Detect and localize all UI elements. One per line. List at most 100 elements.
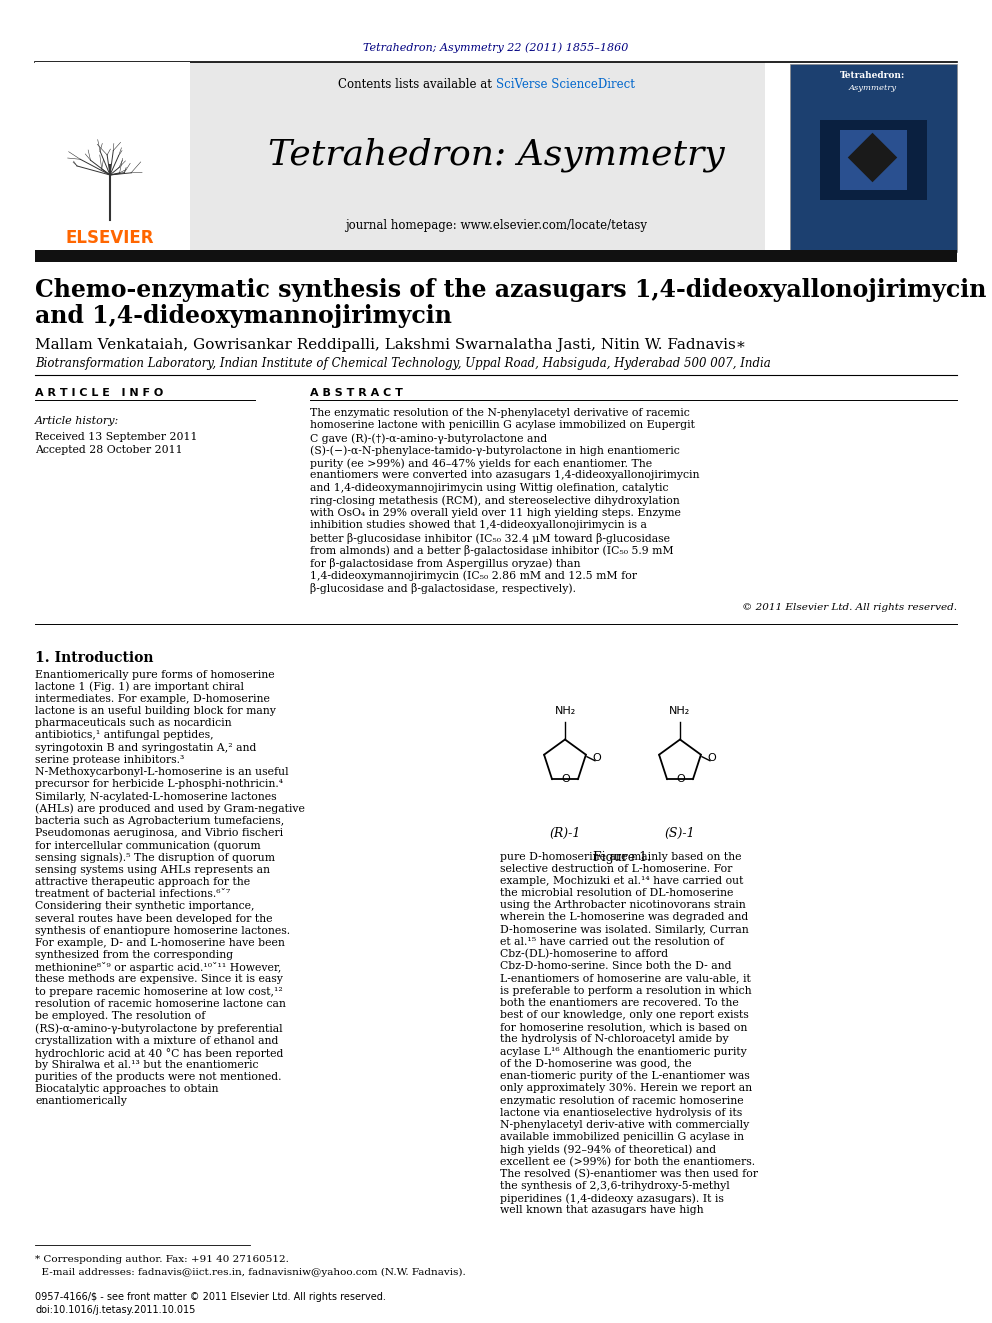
Text: by Shiralwa et al.¹³ but the enantiomeric: by Shiralwa et al.¹³ but the enantiomeri…: [35, 1060, 259, 1070]
Bar: [848, 132, 897, 183]
Text: only approximately 30%. Herein we report an: only approximately 30%. Herein we report…: [500, 1084, 752, 1093]
Text: Figure 1.: Figure 1.: [593, 852, 651, 864]
Text: antibiotics,¹ antifungal peptides,: antibiotics,¹ antifungal peptides,: [35, 730, 213, 741]
Text: Cbz-D-homo-serine. Since both the D- and: Cbz-D-homo-serine. Since both the D- and: [500, 962, 731, 971]
Text: to prepare racemic homoserine at low cost,¹²: to prepare racemic homoserine at low cos…: [35, 987, 283, 996]
Text: Article history:: Article history:: [35, 415, 119, 426]
Text: O: O: [707, 753, 715, 762]
Text: journal homepage: www.elsevier.com/locate/tetasy: journal homepage: www.elsevier.com/locat…: [345, 218, 647, 232]
Text: D-homoserine was isolated. Similarly, Curran: D-homoserine was isolated. Similarly, Cu…: [500, 925, 749, 935]
Text: C gave (R)-(†)-α-amino-γ-butyrolactone and: C gave (R)-(†)-α-amino-γ-butyrolactone a…: [310, 433, 548, 443]
Text: E-mail addresses: fadnavis@iict.res.in, fadnavisniw@yahoo.com (N.W. Fadnavis).: E-mail addresses: fadnavis@iict.res.in, …: [35, 1267, 466, 1277]
Text: SciVerse ScienceDirect: SciVerse ScienceDirect: [496, 78, 635, 90]
Text: high yields (92–94% of theoretical) and: high yields (92–94% of theoretical) and: [500, 1144, 716, 1155]
Text: several routes have been developed for the: several routes have been developed for t…: [35, 913, 273, 923]
Text: Biotransformation Laboratory, Indian Institute of Chemical Technology, Uppal Roa: Biotransformation Laboratory, Indian Ins…: [35, 356, 771, 369]
Text: pure D-homoserine are mainly based on the: pure D-homoserine are mainly based on th…: [500, 852, 741, 861]
Text: Considering their synthetic importance,: Considering their synthetic importance,: [35, 901, 255, 912]
Text: O: O: [677, 774, 684, 785]
Text: Contents lists available at: Contents lists available at: [338, 78, 496, 90]
Text: * Corresponding author. Fax: +91 40 27160512.: * Corresponding author. Fax: +91 40 2716…: [35, 1256, 289, 1263]
Text: the hydrolysis of N-chloroacetyl amide by: the hydrolysis of N-chloroacetyl amide b…: [500, 1035, 729, 1044]
Text: O: O: [561, 774, 570, 785]
Text: N-phenylacetyl deriv-ative with commercially: N-phenylacetyl deriv-ative with commerci…: [500, 1119, 749, 1130]
Text: acylase L¹⁶ Although the enantiomeric purity: acylase L¹⁶ Although the enantiomeric pu…: [500, 1046, 747, 1057]
Bar: [35, 62, 190, 250]
Text: Similarly, N-acylated-L-homoserine lactones: Similarly, N-acylated-L-homoserine lacto…: [35, 791, 277, 802]
Text: attractive therapeutic approach for the: attractive therapeutic approach for the: [35, 877, 250, 886]
Text: selective destruction of L-homoserine. For: selective destruction of L-homoserine. F…: [500, 864, 732, 873]
Text: for β-galactosidase from Aspergillus oryzae) than: for β-galactosidase from Aspergillus ory…: [310, 558, 580, 569]
Text: purities of the products were not mentioned.: purities of the products were not mentio…: [35, 1072, 282, 1082]
Text: 1,4-dideoxymannojirimycin (IC₅₀ 2.86 mM and 12.5 mM for: 1,4-dideoxymannojirimycin (IC₅₀ 2.86 mM …: [310, 570, 637, 581]
Text: et al.¹⁵ have carried out the resolution of: et al.¹⁵ have carried out the resolution…: [500, 937, 724, 947]
Text: Received 13 September 2011: Received 13 September 2011: [35, 433, 197, 442]
Text: example, Mochizuki et al.¹⁴ have carried out: example, Mochizuki et al.¹⁴ have carried…: [500, 876, 743, 886]
Text: using the Arthrobacter nicotinovorans strain: using the Arthrobacter nicotinovorans st…: [500, 900, 746, 910]
Text: Tetrahedron: Asymmetry: Tetrahedron: Asymmetry: [268, 138, 724, 172]
Text: β-glucosidase and β-galactosidase, respectively).: β-glucosidase and β-galactosidase, respe…: [310, 583, 576, 594]
Text: Accepted 28 October 2011: Accepted 28 October 2011: [35, 445, 183, 455]
Text: sensing signals).⁵ The disruption of quorum: sensing signals).⁵ The disruption of quo…: [35, 852, 275, 863]
Text: doi:10.1016/j.tetasy.2011.10.015: doi:10.1016/j.tetasy.2011.10.015: [35, 1304, 195, 1315]
Text: bacteria such as Agrobacterium tumefaciens,: bacteria such as Agrobacterium tumefacie…: [35, 816, 285, 826]
Text: A R T I C L E   I N F O: A R T I C L E I N F O: [35, 388, 164, 398]
Text: sensing systems using AHLs represents an: sensing systems using AHLs represents an: [35, 865, 270, 875]
Text: treatment of bacterial infections.⁶ˇ⁷: treatment of bacterial infections.⁶ˇ⁷: [35, 889, 230, 900]
Text: enantiomers were converted into azasugars 1,4-dideoxyallonojirimycin: enantiomers were converted into azasugar…: [310, 471, 699, 480]
Text: resolution of racemic homoserine lactone can: resolution of racemic homoserine lactone…: [35, 999, 286, 1009]
Text: crystallization with a mixture of ethanol and: crystallization with a mixture of ethano…: [35, 1036, 279, 1045]
Text: hydrochloric acid at 40 °C has been reported: hydrochloric acid at 40 °C has been repo…: [35, 1048, 284, 1058]
Text: Asymmetry: Asymmetry: [849, 83, 897, 93]
Text: NH₂: NH₂: [555, 705, 575, 716]
Text: Pseudomonas aeruginosa, and Vibrio fischeri: Pseudomonas aeruginosa, and Vibrio fisch…: [35, 828, 283, 837]
Text: best of our knowledge, only one report exists: best of our knowledge, only one report e…: [500, 1009, 749, 1020]
Text: and 1,4-dideoxymannojirimycin using Wittig olefination, catalytic: and 1,4-dideoxymannojirimycin using Witt…: [310, 483, 669, 493]
Text: lactone is an useful building block for many: lactone is an useful building block for …: [35, 706, 276, 716]
Text: Cbz-(DL)-homoserine to afford: Cbz-(DL)-homoserine to afford: [500, 949, 669, 959]
Bar: [790, 64, 957, 251]
Text: enzymatic resolution of racemic homoserine: enzymatic resolution of racemic homoseri…: [500, 1095, 744, 1106]
Text: © 2011 Elsevier Ltd. All rights reserved.: © 2011 Elsevier Ltd. All rights reserved…: [742, 603, 957, 613]
Text: the microbial resolution of DL-homoserine: the microbial resolution of DL-homoserin…: [500, 888, 733, 898]
Text: from almonds) and a better β-galactosidase inhibitor (IC₅₀ 5.9 mM: from almonds) and a better β-galactosida…: [310, 545, 674, 557]
Bar: [820, 120, 927, 200]
Text: pharmaceuticals such as nocardicin: pharmaceuticals such as nocardicin: [35, 718, 231, 728]
Text: syringotoxin B and syringostatin A,² and: syringotoxin B and syringostatin A,² and: [35, 742, 256, 753]
Text: these methods are expensive. Since it is easy: these methods are expensive. Since it is…: [35, 975, 283, 984]
Text: synthesized from the corresponding: synthesized from the corresponding: [35, 950, 233, 960]
Text: enantiomerically: enantiomerically: [35, 1097, 127, 1106]
Text: of the D-homoserine was good, the: of the D-homoserine was good, the: [500, 1058, 691, 1069]
Text: Tetrahedron:: Tetrahedron:: [840, 71, 906, 81]
Bar: [35, 250, 957, 262]
Text: NH₂: NH₂: [670, 705, 690, 716]
Text: (S)-(−)-α-N-phenylace-tamido-γ-butyrolactone in high enantiomeric: (S)-(−)-α-N-phenylace-tamido-γ-butyrolac…: [310, 446, 680, 456]
Text: The enzymatic resolution of the N-phenylacetyl derivative of racemic: The enzymatic resolution of the N-phenyl…: [310, 407, 689, 418]
Text: O: O: [592, 753, 601, 762]
Text: homoserine lactone with penicillin G acylase immobilized on Eupergit: homoserine lactone with penicillin G acy…: [310, 421, 694, 430]
Text: well known that azasugars have high: well known that azasugars have high: [500, 1205, 703, 1216]
Text: ELSEVIER: ELSEVIER: [65, 229, 154, 247]
Text: intermediates. For example, D-homoserine: intermediates. For example, D-homoserine: [35, 693, 270, 704]
Text: be employed. The resolution of: be employed. The resolution of: [35, 1011, 205, 1021]
Text: L-enantiomers of homoserine are valu-able, it: L-enantiomers of homoserine are valu-abl…: [500, 974, 751, 983]
Text: Mallam Venkataiah, Gowrisankar Reddipalli, Lakshmi Swarnalatha Jasti, Nitin W. F: Mallam Venkataiah, Gowrisankar Reddipall…: [35, 337, 746, 352]
Text: 1. Introduction: 1. Introduction: [35, 651, 154, 665]
Text: lactone via enantioselective hydrolysis of its: lactone via enantioselective hydrolysis …: [500, 1107, 742, 1118]
Text: inhibition studies showed that 1,4-dideoxyallonojirimycin is a: inhibition studies showed that 1,4-dideo…: [310, 520, 647, 531]
Text: for intercellular communication (quorum: for intercellular communication (quorum: [35, 840, 261, 851]
Text: 0957-4166/$ - see front matter © 2011 Elsevier Ltd. All rights reserved.: 0957-4166/$ - see front matter © 2011 El…: [35, 1293, 386, 1302]
Text: available immobilized penicillin G acylase in: available immobilized penicillin G acyla…: [500, 1132, 744, 1142]
Text: piperidines (1,4-dideoxy azasugars). It is: piperidines (1,4-dideoxy azasugars). It …: [500, 1193, 724, 1204]
Text: The resolved (S)-enantiomer was then used for: The resolved (S)-enantiomer was then use…: [500, 1168, 758, 1179]
Text: (AHLs) are produced and used by Gram-negative: (AHLs) are produced and used by Gram-neg…: [35, 803, 305, 814]
Text: and 1,4-dideoxymannojirimycin: and 1,4-dideoxymannojirimycin: [35, 304, 452, 328]
Text: A B S T R A C T: A B S T R A C T: [310, 388, 403, 398]
Bar: [35, 62, 765, 250]
Text: excellent ee (>99%) for both the enantiomers.: excellent ee (>99%) for both the enantio…: [500, 1156, 755, 1167]
Text: lactone 1 (Fig. 1) are important chiral: lactone 1 (Fig. 1) are important chiral: [35, 681, 244, 692]
Text: For example, D- and L-homoserine have been: For example, D- and L-homoserine have be…: [35, 938, 285, 947]
Text: ring-closing metathesis (RCM), and stereoselective dihydroxylation: ring-closing metathesis (RCM), and stere…: [310, 496, 680, 507]
Text: (S)-1: (S)-1: [665, 827, 695, 840]
Text: (R)-1: (R)-1: [550, 827, 580, 840]
